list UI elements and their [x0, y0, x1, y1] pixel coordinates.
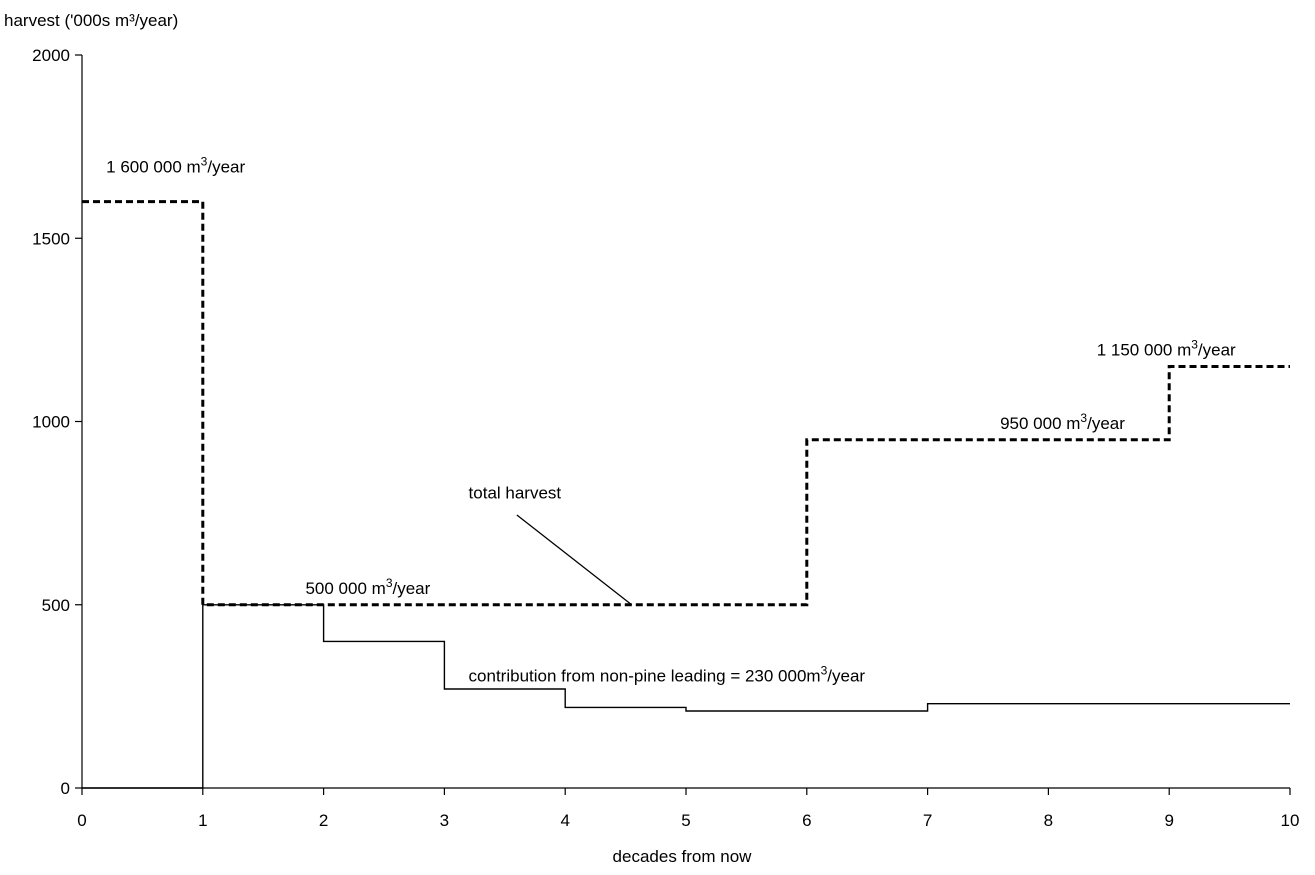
series-non-pine-line [82, 604, 1290, 789]
annotation-layer: 1 600 000 m3/year 500 000 m3/year 950 000 … [106, 154, 1236, 685]
x-axis-label: decades from now [613, 847, 753, 866]
y-tick-label: 500 [42, 596, 70, 615]
annotation-ann-500: 500 000 m3/year [305, 576, 430, 598]
x-tick-label: 7 [923, 811, 932, 830]
x-tick-label: 2 [319, 811, 328, 830]
y-axis-label: harvest ('000s m³/year) [4, 11, 178, 30]
x-tick-label: 5 [681, 811, 690, 830]
x-tick-label: 9 [1164, 811, 1173, 830]
x-axis-ticks: 0 1 2 3 4 5 6 7 8 9 10 [77, 788, 1299, 830]
annotation-ann-950: 950 000 m3/year [1000, 411, 1125, 433]
y-tick-label: 2000 [32, 46, 70, 65]
x-tick-label: 6 [802, 811, 811, 830]
x-tick-label: 8 [1044, 811, 1053, 830]
x-tick-label: 10 [1281, 811, 1300, 830]
x-tick-label: 3 [440, 811, 449, 830]
x-tick-label: 0 [77, 811, 86, 830]
x-tick-label: 4 [560, 811, 569, 830]
y-tick-label: 0 [61, 779, 70, 798]
y-tick-label: 1000 [32, 413, 70, 432]
annotation-ann-total: total harvest [469, 483, 562, 502]
x-tick-label: 1 [198, 811, 207, 830]
annotation-ann-1600: 1 600 000 m3/year [106, 154, 245, 176]
series-total-harvest-line [82, 200, 1290, 607]
total-harvest-leader-line [516, 514, 633, 606]
y-axis-ticks: 0 500 1000 1500 2000 [32, 46, 82, 798]
annotation-ann-1150: 1 150 000 m3/year [1097, 338, 1236, 360]
y-tick-label: 1500 [32, 229, 70, 248]
annotation-ann-contrib: contribution from non-pine leading = 230… [469, 664, 866, 686]
series-layer [82, 200, 1290, 789]
